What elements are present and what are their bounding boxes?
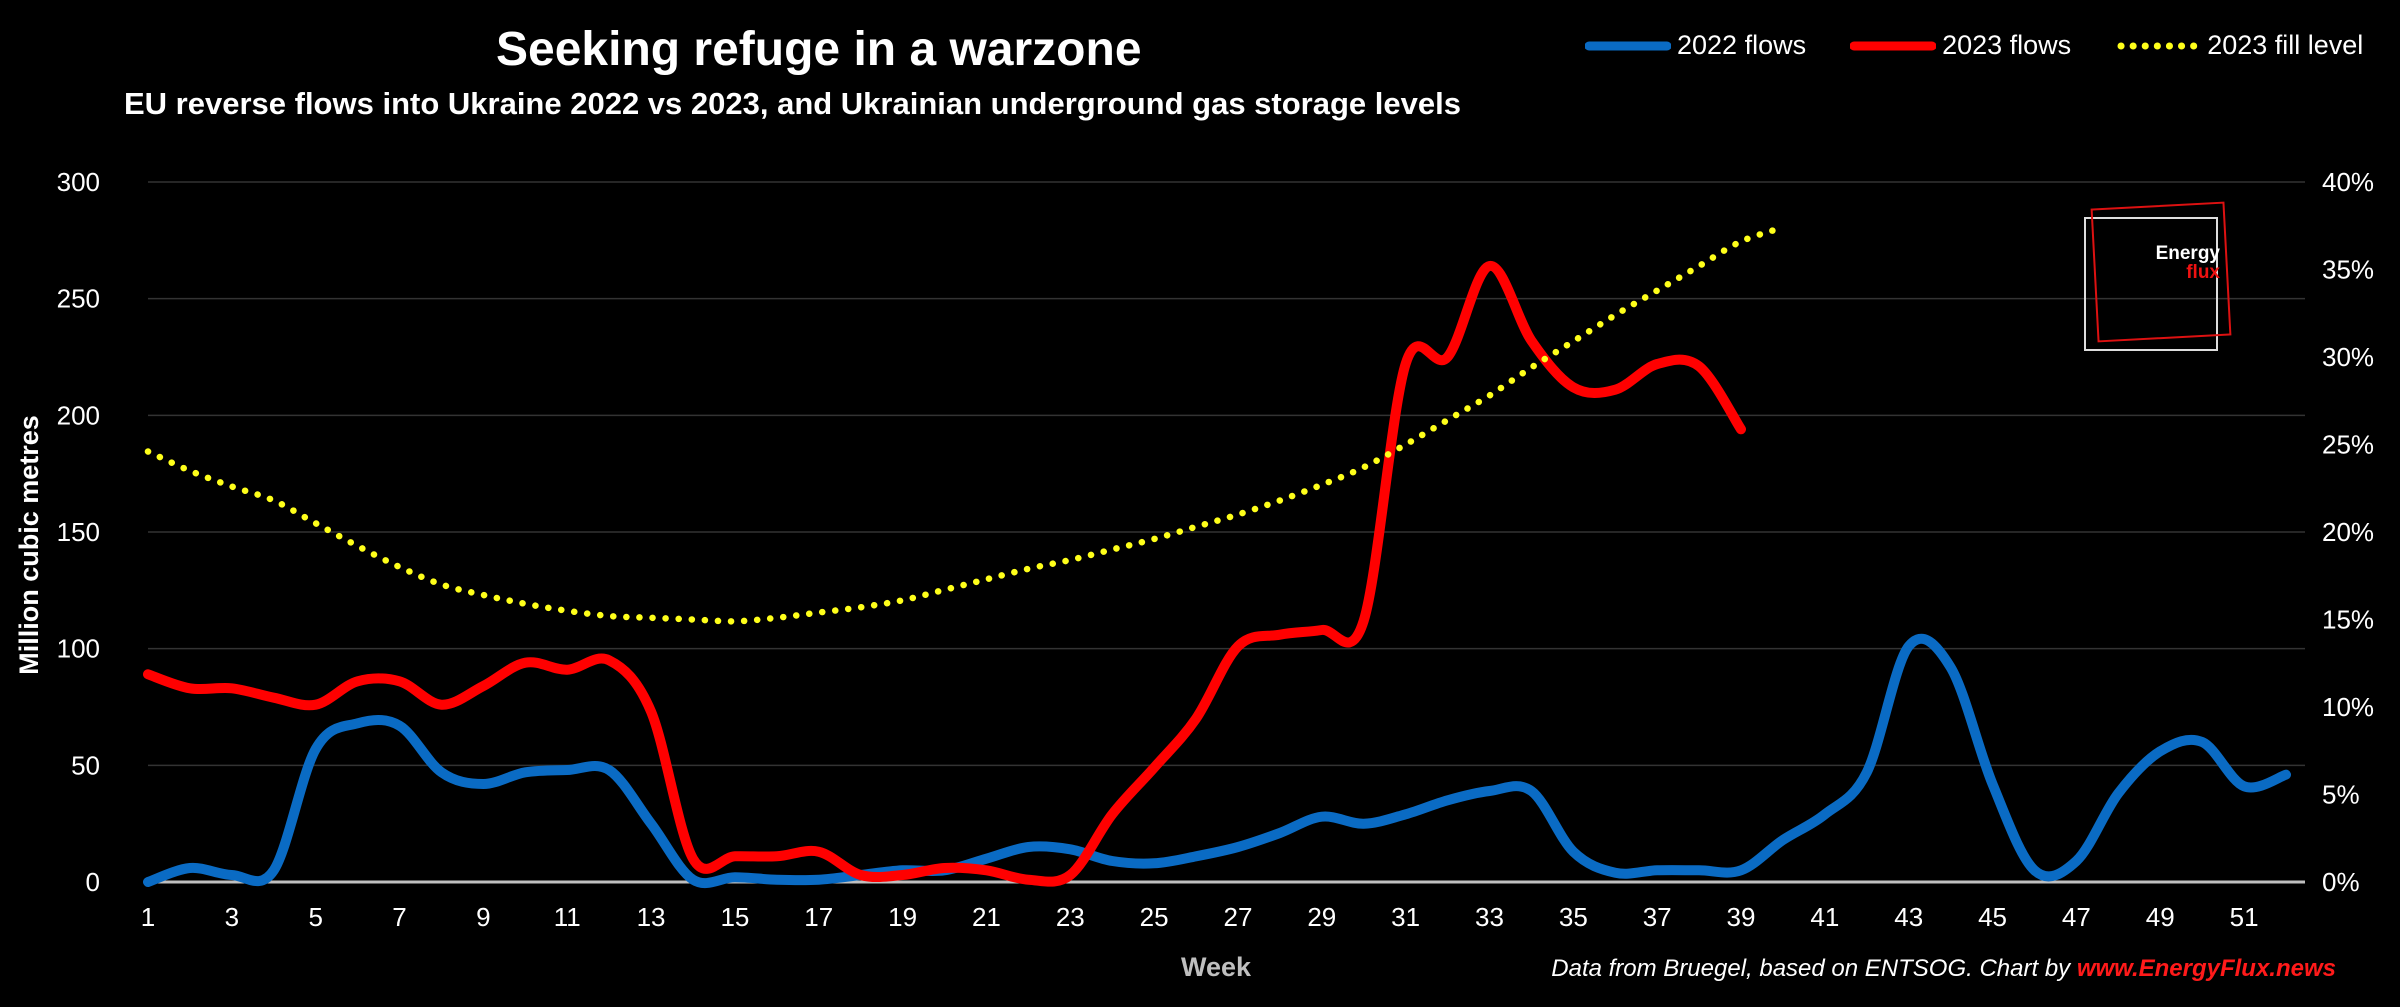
y2-tick-label: 20% — [2322, 517, 2374, 547]
legend-item-fill: 2023 fill level — [2115, 30, 2363, 61]
legend-swatch-fill — [2115, 36, 2201, 56]
x-tick-label: 33 — [1475, 902, 1504, 932]
x-tick-label: 19 — [888, 902, 917, 932]
chart-subtitle: EU reverse flows into Ukraine 2022 vs 20… — [124, 86, 1461, 121]
logo-text-flux: flux — [2186, 262, 2220, 283]
x-tick-label: 5 — [308, 902, 322, 932]
legend-label-fill: 2023 fill level — [2207, 30, 2364, 60]
y2-tick-label: 35% — [2322, 255, 2374, 285]
x-tick-label: 13 — [637, 902, 666, 932]
x-tick-label: 11 — [554, 902, 581, 932]
legend-label-2023: 2023 flows — [1942, 30, 2072, 60]
legend: 2022 flows 2023 flows 2023 fill level — [1585, 30, 2363, 61]
legend-label-2022: 2022 flows — [1677, 30, 1807, 60]
x-tick-label: 29 — [1307, 902, 1336, 932]
y2-tick-label: 0% — [2322, 867, 2360, 897]
right-axis-ticks: 0% 5% 10% 15% 20% 25% 30% 35% 40% — [2322, 167, 2374, 897]
x-tick-label: 23 — [1056, 902, 1085, 932]
x-tick-label: 31 — [1391, 902, 1420, 932]
x-tick-label: 37 — [1643, 902, 1672, 932]
x-tick-label: 51 — [2230, 902, 2259, 932]
x-tick-label: 49 — [2146, 902, 2175, 932]
series-lines — [143, 224, 2291, 889]
y2-tick-label: 5% — [2322, 780, 2360, 810]
chart-title: Seeking refuge in a warzone — [496, 23, 1142, 76]
x-tick-label: 21 — [972, 902, 1001, 932]
x-tick-label: 35 — [1559, 902, 1588, 932]
source-text: Data from Bruegel, based on ENTSOG. Char… — [1551, 955, 2077, 982]
x-tick-label: 15 — [720, 902, 749, 932]
x-tick-label: 43 — [1894, 902, 1923, 932]
series-2023-flows — [143, 261, 1746, 887]
logo-text-energy: Energy — [2155, 243, 2220, 264]
series-2023-fill-level — [144, 224, 1787, 625]
x-tick-label: 1 — [141, 902, 155, 932]
x-tick-label: 25 — [1140, 902, 1169, 932]
legend-item-2022: 2022 flows — [1585, 30, 1806, 61]
x-tick-label: 17 — [804, 902, 833, 932]
y-tick-label: 0 — [86, 867, 100, 897]
x-tick-label: 9 — [476, 902, 490, 932]
x-tick-label: 3 — [225, 902, 239, 932]
source-link[interactable]: www.EnergyFlux.news — [2076, 955, 2336, 982]
gridlines — [148, 181, 2305, 884]
series-2022-flows — [143, 633, 2291, 889]
y-tick-label: 250 — [57, 284, 100, 314]
x-axis-ticks: 1 3 5 7 9 11 13 15 17 19 21 23 25 27 29 31 33 35 37 39 41 43 4… — [141, 902, 2259, 932]
y-tick-label: 300 — [57, 167, 100, 197]
y2-tick-label: 25% — [2322, 430, 2374, 460]
x-tick-label: 45 — [1978, 902, 2007, 932]
y2-tick-label: 30% — [2322, 342, 2374, 372]
y-axis-label: Million cubic metres — [14, 415, 44, 675]
legend-swatch-2022 — [1585, 36, 1671, 56]
x-axis-label: Week — [1181, 952, 1252, 982]
x-tick-label: 39 — [1727, 902, 1756, 932]
x-tick-label: 7 — [392, 902, 406, 932]
y2-tick-label: 15% — [2322, 605, 2374, 635]
energyflux-logo: Energy flux — [2084, 201, 2234, 355]
x-tick-label: 41 — [1810, 902, 1839, 932]
legend-swatch-2023 — [1850, 36, 1937, 56]
y2-tick-label: 10% — [2322, 692, 2374, 722]
legend-item-2023: 2023 flows — [1850, 30, 2071, 61]
y-tick-label: 50 — [71, 750, 100, 780]
y-tick-label: 200 — [57, 400, 100, 430]
source-note: Data from Bruegel, based on ENTSOG. Char… — [1551, 955, 2336, 983]
y-tick-label: 100 — [57, 634, 100, 664]
y2-tick-label: 40% — [2322, 167, 2374, 197]
x-tick-label: 27 — [1223, 902, 1252, 932]
y-tick-label: 150 — [57, 517, 100, 547]
x-tick-label: 47 — [2062, 902, 2091, 932]
left-axis-ticks: 0 50 100 150 200 250 300 — [57, 167, 100, 897]
